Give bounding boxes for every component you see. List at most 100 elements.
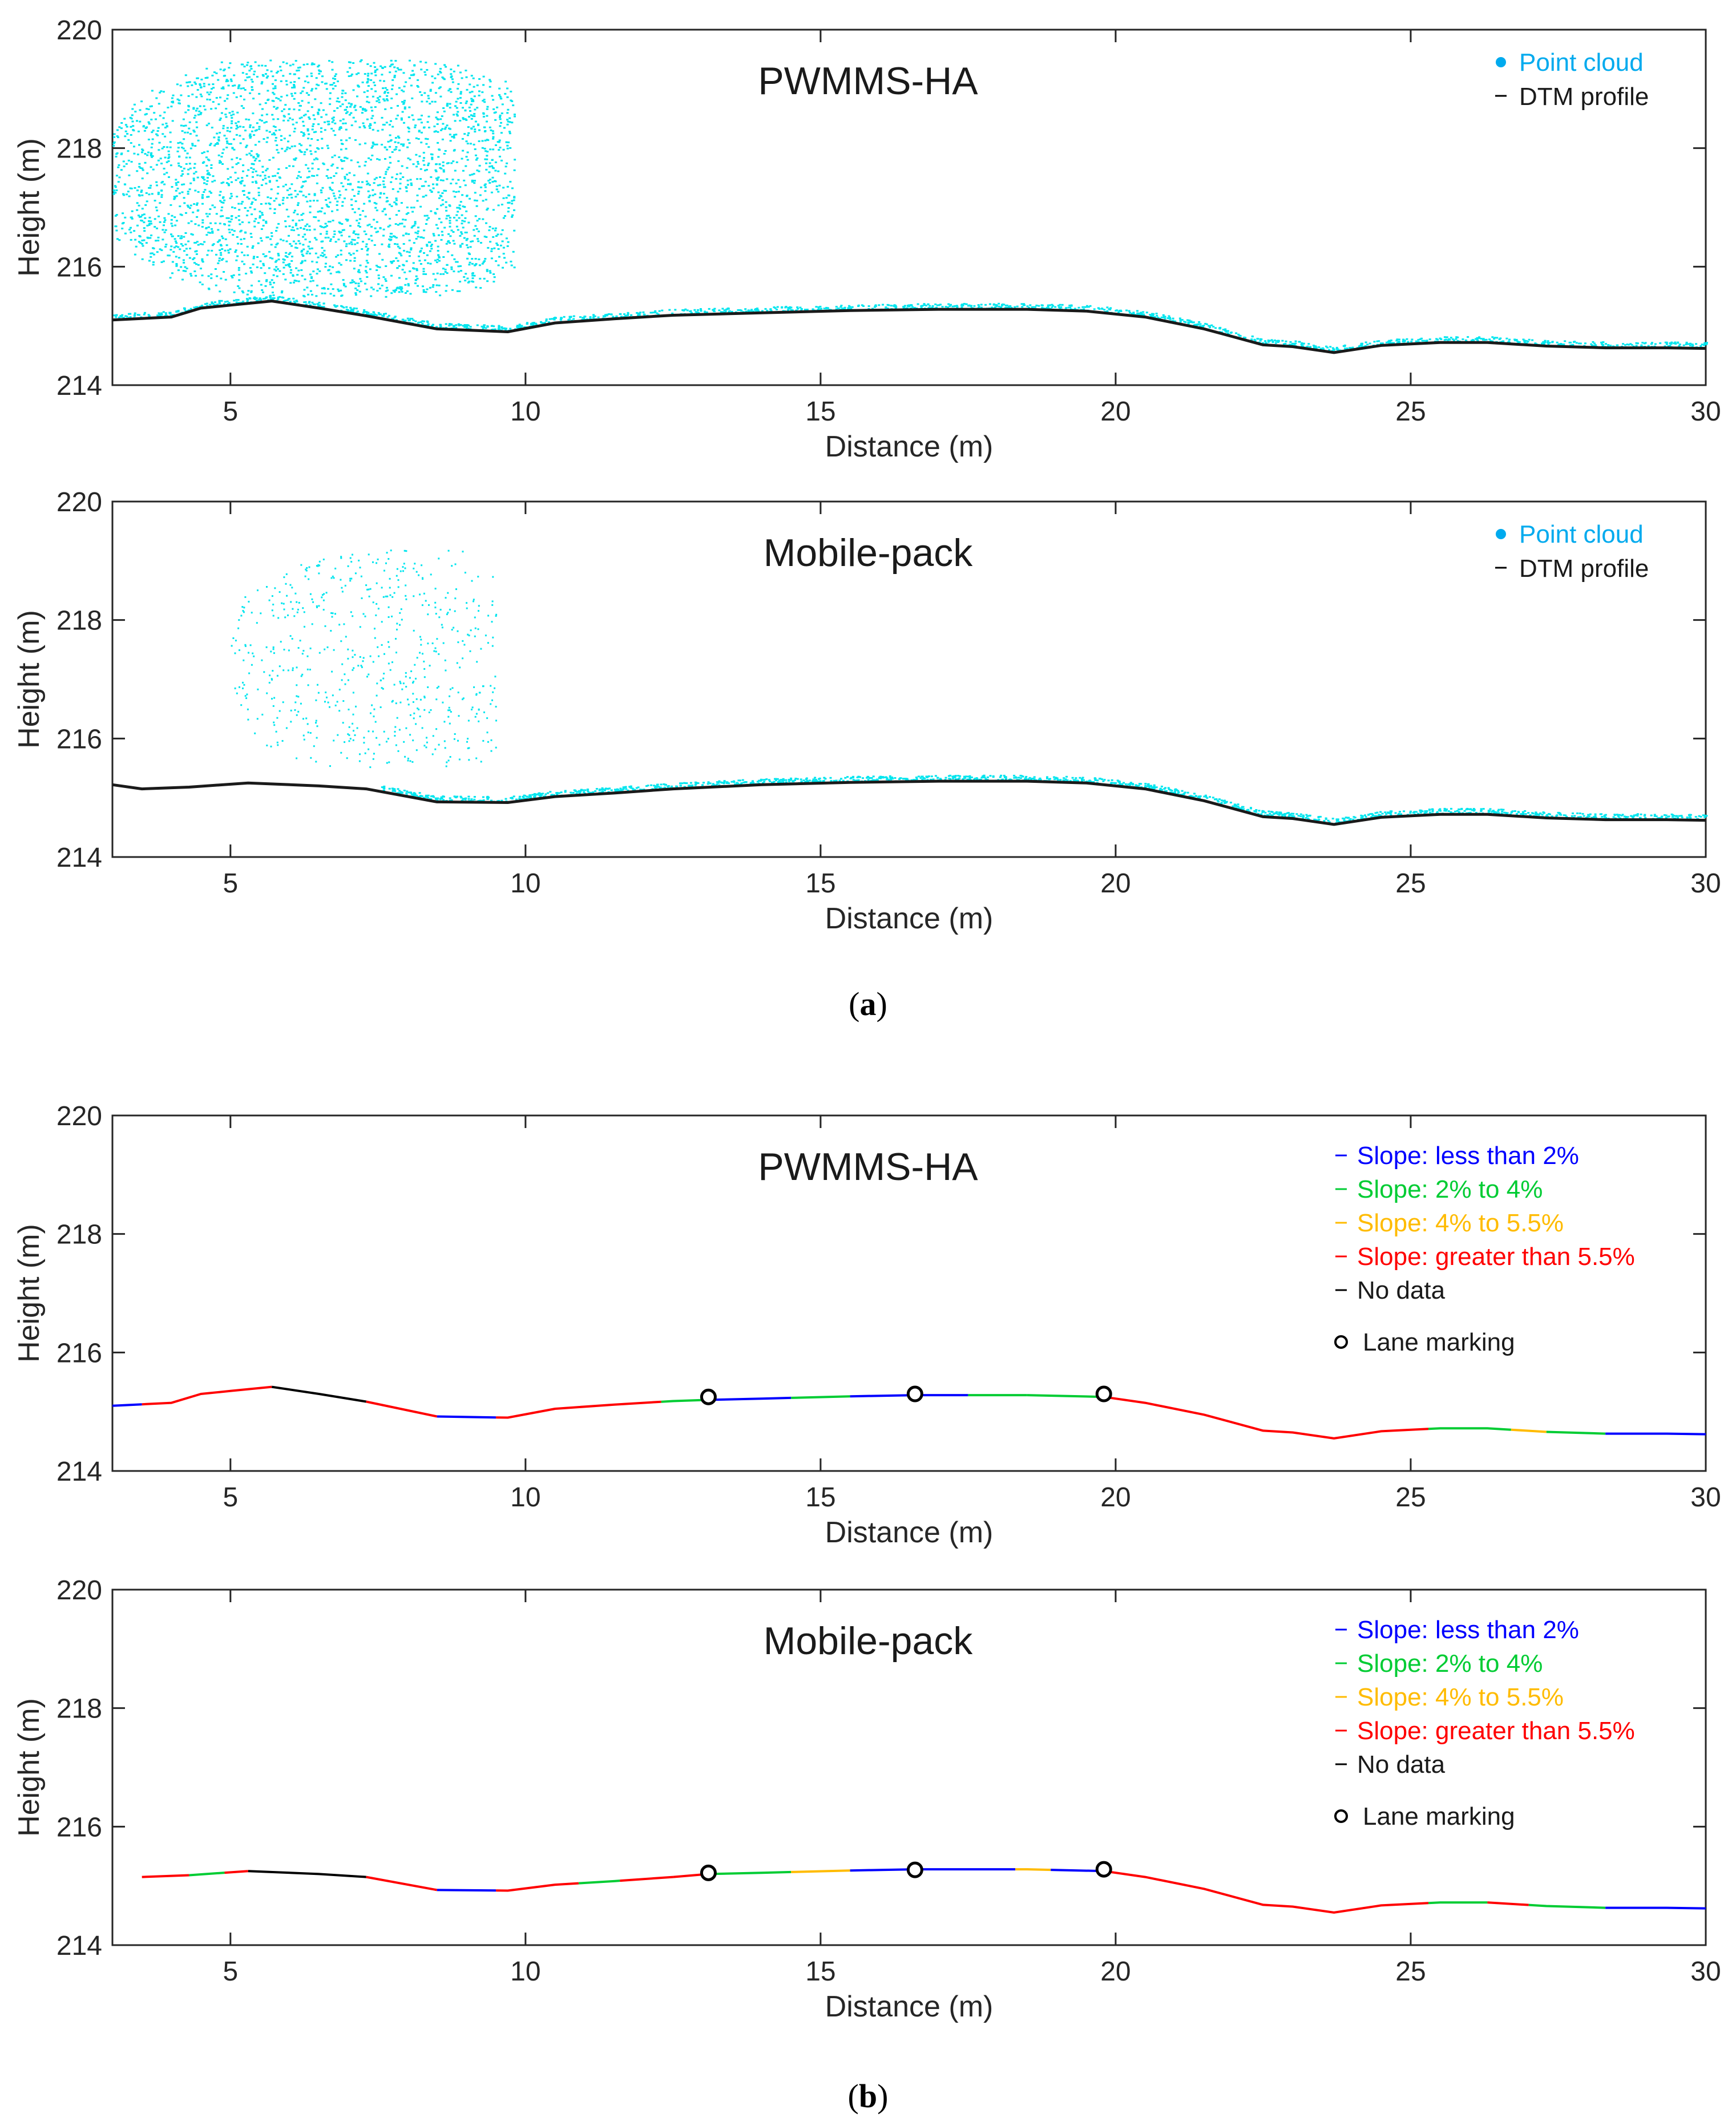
point-cloud-point xyxy=(445,217,448,220)
point-cloud-point xyxy=(302,212,305,215)
point-cloud-point xyxy=(400,143,403,145)
point-cloud-point xyxy=(580,789,583,791)
point-cloud-point xyxy=(350,204,353,206)
x-tick-label: 20 xyxy=(1100,397,1131,427)
point-cloud-point xyxy=(449,225,451,228)
point-cloud-point xyxy=(333,110,336,112)
point-cloud-point xyxy=(321,187,324,189)
point-cloud-point xyxy=(334,78,337,80)
point-cloud-point xyxy=(113,191,116,193)
point-cloud-point xyxy=(1612,345,1614,347)
point-cloud-point xyxy=(185,268,188,269)
point-cloud-point xyxy=(1482,808,1485,810)
point-cloud-point xyxy=(286,189,289,191)
point-cloud-point xyxy=(237,299,240,301)
point-cloud-point xyxy=(1151,313,1154,315)
point-cloud-point xyxy=(200,86,203,88)
point-cloud-point xyxy=(402,243,405,245)
point-cloud-point xyxy=(423,92,426,94)
point-cloud-point xyxy=(120,316,123,318)
point-cloud-point xyxy=(331,156,334,159)
point-cloud-point xyxy=(497,191,500,193)
point-cloud-point xyxy=(205,183,208,185)
point-cloud-point xyxy=(374,227,377,229)
point-cloud-point xyxy=(491,325,494,327)
point-cloud-point xyxy=(406,250,409,253)
point-cloud-point xyxy=(326,225,328,227)
point-cloud-point xyxy=(467,281,470,284)
point-cloud-point xyxy=(720,311,722,313)
point-cloud-point xyxy=(422,285,424,288)
point-cloud-point xyxy=(349,254,352,256)
point-cloud-point xyxy=(203,161,205,163)
point-cloud-point xyxy=(130,126,132,128)
point-cloud-point xyxy=(488,270,491,272)
point-cloud-point xyxy=(992,776,995,778)
point-cloud-point xyxy=(252,197,255,200)
point-cloud-point xyxy=(397,142,400,144)
point-cloud-point xyxy=(823,308,826,310)
point-cloud-point xyxy=(237,120,240,123)
point-cloud-point xyxy=(654,312,657,314)
point-cloud-point xyxy=(1699,345,1702,347)
point-cloud-point xyxy=(765,778,768,781)
point-cloud-point xyxy=(184,232,187,234)
point-cloud-point xyxy=(1402,341,1404,343)
point-cloud-point xyxy=(220,156,223,158)
point-cloud-point xyxy=(572,792,575,794)
point-cloud-point xyxy=(428,127,430,128)
point-cloud-point xyxy=(140,216,143,218)
point-cloud-point xyxy=(199,243,202,245)
point-cloud-point xyxy=(415,238,418,240)
point-cloud-point xyxy=(1072,779,1075,781)
point-cloud-point xyxy=(1396,338,1399,341)
point-cloud-point xyxy=(1138,312,1141,314)
point-cloud-point xyxy=(381,258,384,261)
point-cloud-point xyxy=(434,63,437,65)
point-cloud-point xyxy=(143,313,146,316)
point-cloud-point xyxy=(364,142,367,144)
point-cloud-point xyxy=(410,247,413,249)
point-cloud-point xyxy=(357,225,360,227)
point-cloud-point xyxy=(261,289,264,291)
point-cloud-point xyxy=(346,71,349,73)
point-cloud-point xyxy=(498,149,500,151)
point-cloud-point xyxy=(376,269,378,271)
point-cloud-point xyxy=(353,260,356,262)
point-cloud-point xyxy=(410,227,413,229)
point-cloud-point xyxy=(453,217,455,219)
point-cloud-point xyxy=(304,239,307,241)
point-cloud-point xyxy=(184,131,187,134)
point-cloud-point xyxy=(372,288,375,290)
point-cloud-point xyxy=(250,68,253,70)
point-cloud-point xyxy=(492,138,495,140)
point-cloud-point xyxy=(154,218,156,220)
point-cloud-point xyxy=(348,114,351,116)
point-cloud-point xyxy=(506,119,508,121)
point-cloud-point xyxy=(775,779,777,782)
point-cloud-point xyxy=(155,206,158,208)
point-cloud-point xyxy=(1277,340,1280,342)
point-cloud-point xyxy=(329,201,332,204)
point-cloud-point xyxy=(210,192,212,194)
point-cloud-point xyxy=(264,64,267,67)
point-cloud-point xyxy=(727,307,730,309)
point-cloud-point xyxy=(513,114,516,116)
point-cloud-point xyxy=(189,273,192,275)
point-cloud-point xyxy=(417,161,419,163)
point-cloud-point xyxy=(263,122,266,124)
point-cloud-point xyxy=(366,313,369,315)
point-cloud-point xyxy=(442,268,445,270)
point-cloud-point xyxy=(1514,339,1517,342)
point-cloud-point xyxy=(130,187,133,189)
point-cloud-point xyxy=(231,158,233,160)
y-axis-label: Height (m) xyxy=(13,610,46,749)
point-cloud-point xyxy=(1192,796,1195,798)
point-cloud-point xyxy=(256,266,259,268)
point-cloud-point xyxy=(1106,306,1109,309)
point-cloud-point xyxy=(457,265,460,268)
point-cloud-point xyxy=(209,144,212,146)
point-cloud-point xyxy=(448,127,450,130)
point-cloud-point xyxy=(408,319,411,321)
point-cloud-point xyxy=(1319,815,1322,818)
